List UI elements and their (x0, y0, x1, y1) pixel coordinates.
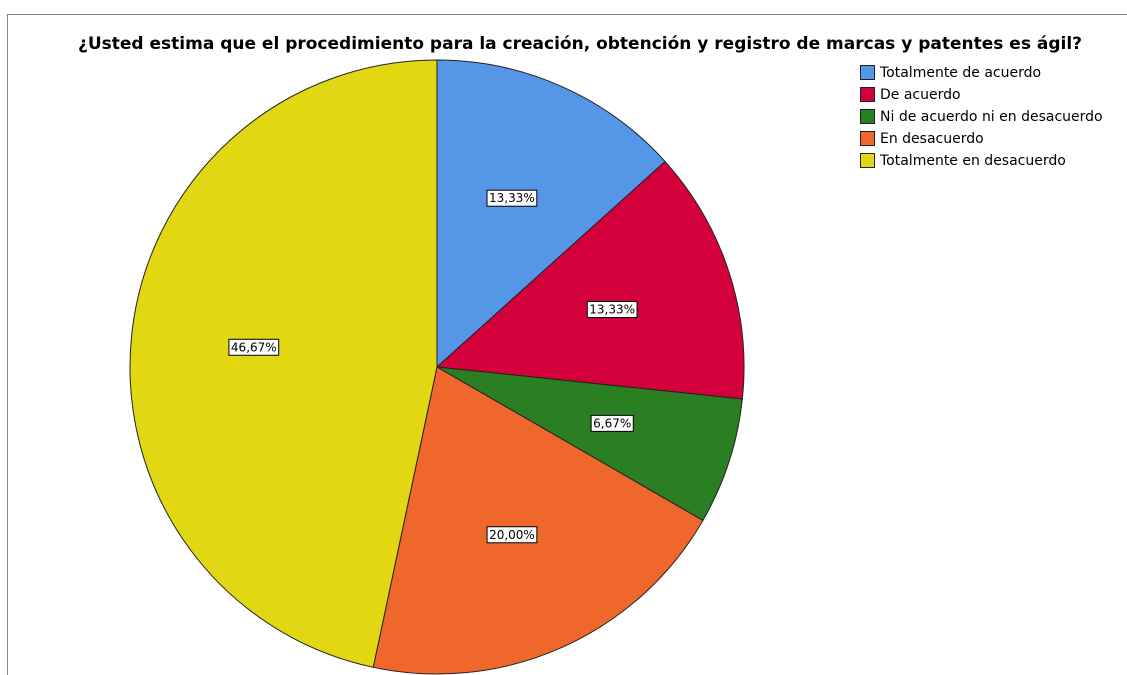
legend-label: En desacuerdo (880, 131, 984, 147)
pie-slice (436, 366, 743, 522)
label-box (586, 301, 638, 319)
pie-slice (372, 366, 704, 675)
legend-swatch (860, 131, 875, 146)
label-box (590, 414, 634, 432)
pie-slice (129, 59, 438, 668)
legend-swatch (860, 65, 875, 80)
legend-swatch (860, 109, 875, 124)
label-box (228, 338, 280, 356)
label-box (486, 189, 538, 207)
data-label: 6,67% (593, 416, 631, 430)
pie-slice (436, 59, 666, 369)
pie-slice (435, 160, 745, 400)
legend-label: Totalmente de acuerdo (879, 65, 1041, 81)
data-label: 13,33% (489, 191, 535, 205)
legend-label: Totalmente en desacuerdo (879, 153, 1066, 169)
legend-label: Ni de acuerdo ni en desacuerdo (880, 109, 1103, 125)
data-label: 13,33% (589, 303, 635, 317)
data-label: 20,00% (489, 528, 535, 542)
data-label: 46,67% (231, 340, 277, 354)
legend-label: De acuerdo (880, 87, 961, 103)
chart-title: ¿Usted estima que el procedimiento para … (78, 34, 1082, 54)
legend-swatch (860, 153, 875, 168)
legend-swatch (860, 87, 875, 102)
label-box (486, 526, 538, 544)
